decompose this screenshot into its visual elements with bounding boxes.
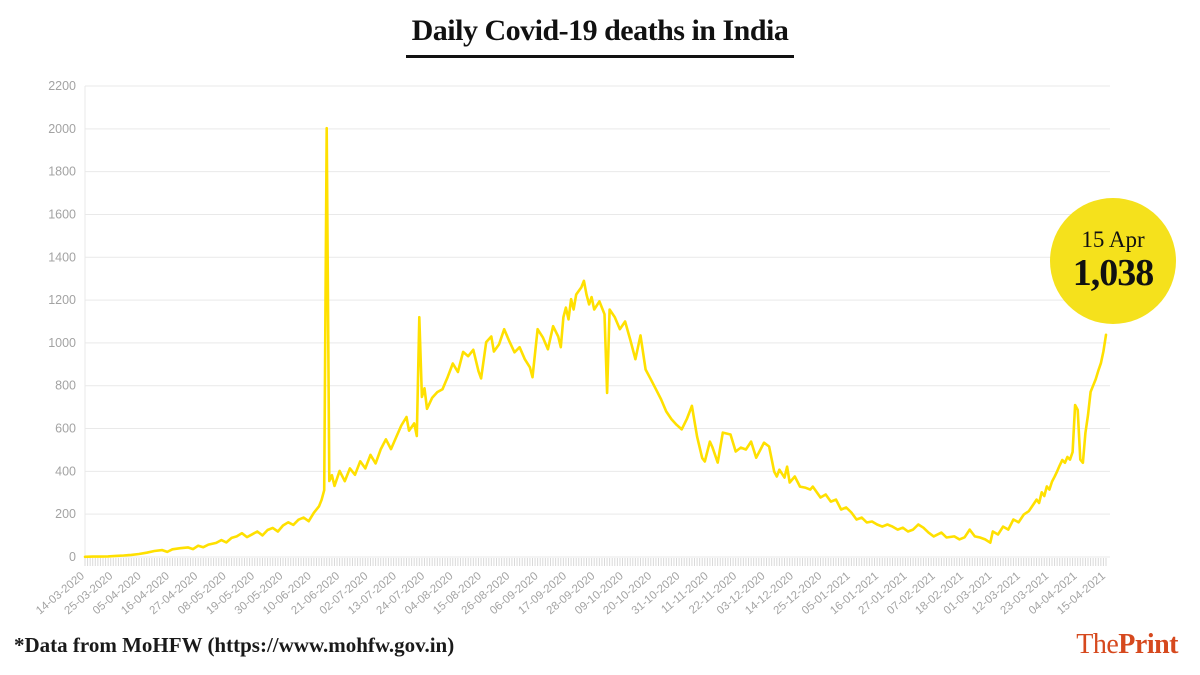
logo-print: Print bbox=[1118, 629, 1178, 660]
y-axis-tick-label: 1600 bbox=[48, 207, 76, 221]
y-axis-tick-label: 0 bbox=[69, 550, 76, 564]
y-axis-tick-label: 1400 bbox=[48, 250, 76, 264]
latest-value-badge: 15 Apr 1,038 bbox=[1050, 198, 1176, 324]
y-axis-tick-label: 400 bbox=[55, 464, 76, 478]
deaths-line-series bbox=[83, 126, 1108, 559]
badge-date: 15 Apr bbox=[1081, 227, 1145, 253]
y-axis-tick-label: 2000 bbox=[48, 122, 76, 136]
y-axis-tick-label: 1800 bbox=[48, 165, 76, 179]
y-axis-tick-label: 1000 bbox=[48, 336, 76, 350]
y-axis-tick-label: 2200 bbox=[48, 79, 76, 93]
badge-value: 1,038 bbox=[1072, 251, 1154, 294]
y-axis-tick-label: 1200 bbox=[48, 293, 76, 307]
chart-title: Daily Covid-19 deaths in India bbox=[405, 14, 795, 58]
source-footnote: *Data from MoHFW (https://www.mohfw.gov.… bbox=[14, 633, 455, 657]
y-axis-tick-label: 800 bbox=[55, 379, 76, 393]
chart-title-wrap: Daily Covid-19 deaths in India bbox=[0, 14, 1200, 58]
logo-the: The bbox=[1076, 629, 1119, 660]
theprint-logo: ThePrint bbox=[1076, 629, 1178, 661]
y-axis-tick-label: 600 bbox=[55, 422, 76, 436]
y-axis-tick-label: 200 bbox=[55, 507, 76, 521]
